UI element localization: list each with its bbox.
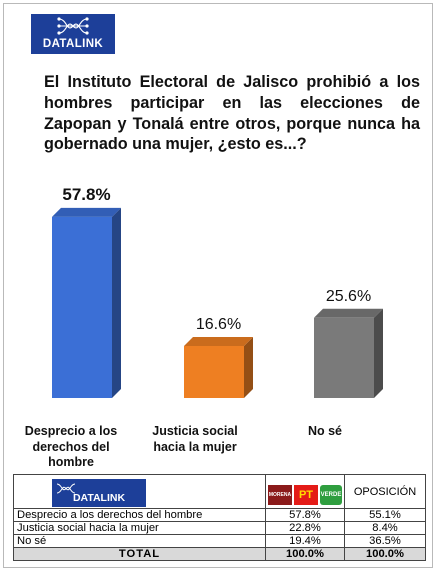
verde-logo: VERDE <box>320 485 342 505</box>
bar-side <box>374 308 383 398</box>
table-datalink-logo: DATALINK <box>52 478 146 507</box>
category-label-desprecio: Desprecio a los derechos del hombre <box>24 424 118 469</box>
bar-top <box>52 207 121 217</box>
opposition-value: 36.5% <box>344 534 426 548</box>
bar-front <box>184 345 244 398</box>
bar <box>184 336 253 398</box>
total-label: TOTAL <box>13 547 266 561</box>
datalink-logo: DATALINK <box>31 14 115 54</box>
coalition-value: 22.8% <box>265 521 345 535</box>
pt-logo: PT <box>294 485 318 505</box>
value-label: 57.8% <box>62 185 110 204</box>
datalink-logo-text: DATALINK <box>42 38 104 50</box>
opposition-value: 8.4% <box>344 521 426 535</box>
opposition-value: 55.1% <box>344 508 426 522</box>
bar-front <box>314 317 374 398</box>
row-label: Desprecio a los derechos del hombre <box>13 508 266 522</box>
category-label-no-se: No sé <box>307 424 343 438</box>
datalink-network-icon <box>57 17 89 35</box>
bar-top <box>314 308 383 318</box>
coalition-header-cell: MORENA PT VERDE <box>265 474 345 509</box>
bar <box>52 207 121 398</box>
coalition-value: 19.4% <box>265 534 345 548</box>
results-table: DATALINK MORENA PT VERDE OPOSICIÓN Despr… <box>13 474 426 561</box>
bar <box>314 308 383 398</box>
coalition-value: 57.8% <box>265 508 345 522</box>
bar-front <box>52 216 112 398</box>
table-row: Desprecio a los derechos del hombre 57.8… <box>13 508 426 522</box>
value-label: 25.6% <box>326 288 371 305</box>
morena-logo: MORENA <box>268 485 292 505</box>
table-logo-text: DATALINK <box>72 491 126 504</box>
table-header-row: DATALINK MORENA PT VERDE OPOSICIÓN <box>13 474 426 509</box>
total-coalition-value: 100.0% <box>265 547 345 561</box>
bar-chart: 57.8% 16.6% 25.6% <box>52 185 383 398</box>
table-row: Justicia social hacia la mujer 22.8% 8.4… <box>13 521 426 535</box>
row-label: No sé <box>13 534 266 548</box>
bar-top <box>184 336 253 346</box>
value-label: 16.6% <box>196 316 241 333</box>
table-total-row: TOTAL 100.0% 100.0% <box>13 547 426 561</box>
opposition-header: OPOSICIÓN <box>344 474 426 509</box>
poll-card: DATALINK El Instituto Electoral de Jalis… <box>3 3 433 568</box>
table-logo-cell: DATALINK <box>13 474 266 509</box>
total-opposition-value: 100.0% <box>344 547 426 561</box>
table-row: No sé 19.4% 36.5% <box>13 534 426 548</box>
poll-question: El Instituto Electoral de Jalisco prohib… <box>44 73 420 154</box>
datalink-network-icon <box>56 483 76 493</box>
row-label: Justicia social hacia la mujer <box>13 521 266 535</box>
bar-side <box>112 207 121 398</box>
bar-side <box>244 336 253 398</box>
category-label-justicia: Justicia social hacia la mujer <box>152 424 238 454</box>
